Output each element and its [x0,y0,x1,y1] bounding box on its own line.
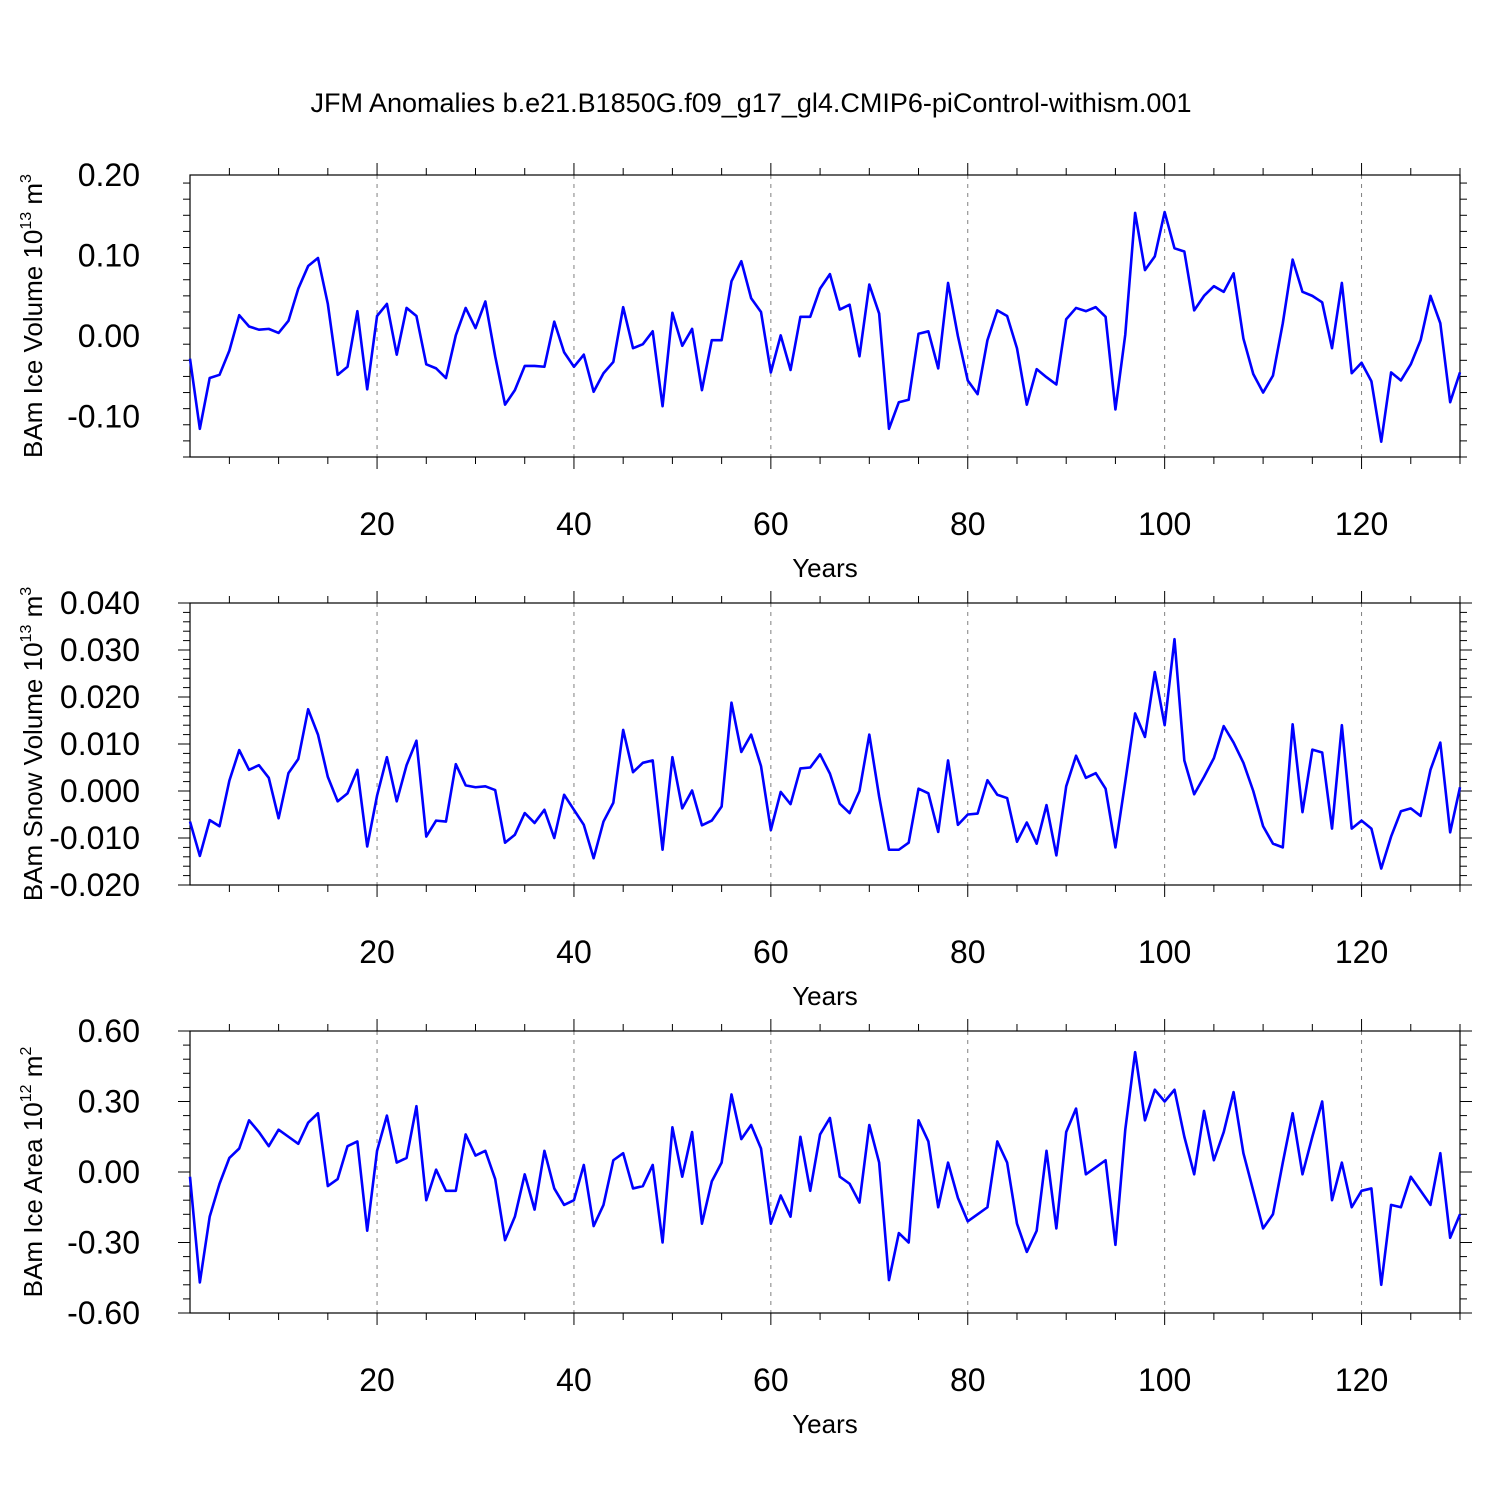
x-tick-label: 80 [950,506,986,542]
y-axis-title-unit [18,1077,48,1084]
x-axis-title: Years [792,553,858,583]
y-tick-label: 0.030 [60,632,140,668]
y-axis-title-exponent: 13 [18,625,35,643]
y-axis-title-unit-text: m [18,1056,48,1078]
panels: 20 40 60 80 100 120 -0.10 0.00 0.10 0.20 Years BAm … [18,157,1472,1439]
y-axis-title-unit-exponent: 3 [18,174,35,183]
x-tick-label: 120 [1335,506,1388,542]
y-axis-title: BAm Snow Volume 1013 m3 [18,587,48,901]
plot-frame [189,1030,1461,1314]
x-tick-label: 100 [1138,934,1191,970]
figure-title: JFM Anomalies b.e21.B1850G.f09_g17_gl4.C… [311,88,1192,118]
y-tick-label: -0.60 [67,1295,140,1331]
y-axis-title-unit [18,205,48,212]
x-tick-label: 40 [556,506,592,542]
y-tick-label: 0.20 [78,157,140,193]
panel-3: 20 40 60 80 100 120 -0.60 -0.30 0.00 0.30 0.60 Year… [18,1013,1472,1439]
x-axis-title: Years [792,981,858,1011]
x-tick-label: 40 [556,934,592,970]
y-tick-label: 0.00 [78,1154,140,1190]
x-tick-label: 20 [359,934,395,970]
y-tick-label: -0.10 [67,399,140,435]
y-tick-label: 0.60 [78,1013,140,1049]
panel-1: 20 40 60 80 100 120 -0.10 0.00 0.10 0.20 Years BAm … [18,157,1467,583]
x-tick-label: 60 [753,1362,789,1398]
x-tick-label: 20 [359,1362,395,1398]
x-tick-label: 100 [1138,506,1191,542]
y-axis-title-exponent: 13 [18,212,35,230]
y-axis-title: BAm Ice Volume 1013 m3 [18,174,48,458]
x-axis-title: Years [792,1409,858,1439]
y-tick-label: 0.00 [78,318,140,354]
y-axis-title-exponent: 12 [18,1084,35,1102]
x-tick-label: 20 [359,506,395,542]
series-line [188,637,1462,870]
x-tick-label: 120 [1335,934,1388,970]
y-axis-title-unit-text: m [18,183,48,205]
y-axis-title-unit [18,617,48,624]
y-tick-label: 0.020 [60,679,140,715]
y-tick-label: 0.30 [78,1084,140,1120]
x-tick-label: 80 [950,1362,986,1398]
series-line [188,210,1462,443]
y-axis-title-unit-exponent: 3 [18,587,35,596]
x-tick-label: 40 [556,1362,592,1398]
x-tick-label: 120 [1335,1362,1388,1398]
y-axis-title-unit-text: m [18,596,48,618]
y-tick-label: 0.010 [60,726,140,762]
x-tick-label: 60 [753,506,789,542]
y-axis-title: BAm Ice Area 1012 m2 [18,1047,48,1298]
y-tick-label: 0.10 [78,238,140,274]
panel-2: 20 40 60 80 100 120 -0.020 -0.010 0.000 0.010 0.02… [18,585,1472,1011]
y-tick-label: -0.020 [49,867,140,903]
plot-frame [189,174,1461,458]
y-axis-title-unit-exponent: 2 [18,1047,35,1056]
y-tick-label: -0.30 [67,1225,140,1261]
y-tick-label: -0.010 [49,820,140,856]
y-axis-title-text: BAm Ice Area 10 [18,1102,48,1297]
y-axis-title-text: BAm Ice Volume 10 [18,230,48,458]
x-tick-label: 100 [1138,1362,1191,1398]
series-line [188,1050,1462,1287]
y-tick-label: 0.040 [60,585,140,621]
y-axis-title-text: BAm Snow Volume 10 [18,642,48,901]
x-tick-label: 80 [950,934,986,970]
x-tick-label: 60 [753,934,789,970]
y-tick-label: 0.000 [60,773,140,809]
plot-frame [189,602,1461,886]
